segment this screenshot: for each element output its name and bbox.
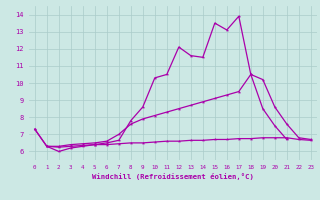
X-axis label: Windchill (Refroidissement éolien,°C): Windchill (Refroidissement éolien,°C) [92, 173, 254, 180]
